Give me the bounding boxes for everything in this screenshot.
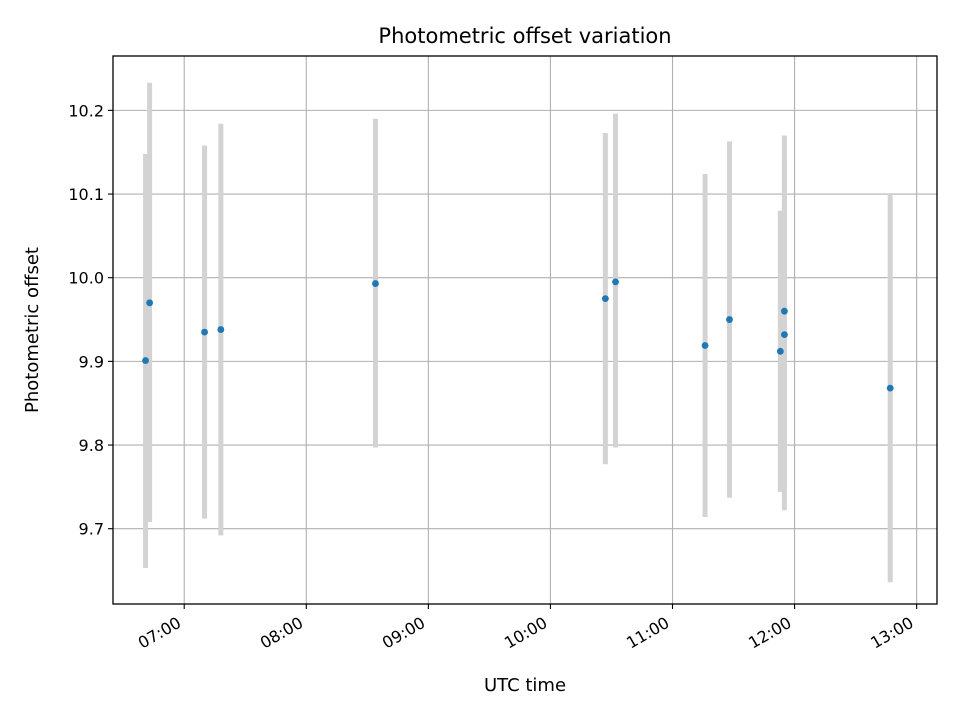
data-point [776,347,784,355]
data-point [201,328,208,336]
y-tick-label: 9.7 [79,520,104,539]
y-tick-label: 10.2 [68,101,104,120]
data-point [372,280,379,287]
data-point [886,384,894,392]
chart-title: Photometric offset variation [378,24,671,48]
y-axis-title: Photometric offset [22,247,43,413]
y-tick-label: 10.1 [68,185,104,204]
data-points [142,278,894,392]
grid [113,56,937,604]
y-axis-ticks: 9.7 9.8 9.9 10.0 10.1 10.2 [68,101,113,539]
data-point [726,316,733,323]
y-tick-label: 10.0 [68,269,104,288]
data-point [142,357,149,364]
data-point [701,342,709,349]
data-point [146,299,154,307]
data-point [612,278,619,286]
plot-frame [112,55,938,605]
data-point [601,295,609,303]
data-point [781,307,788,315]
data-point [781,331,788,339]
x-axis-title: UTC time [484,675,566,696]
data-point [217,326,225,333]
y-tick-label: 9.9 [79,352,104,371]
y-tick-label: 9.8 [79,436,104,455]
